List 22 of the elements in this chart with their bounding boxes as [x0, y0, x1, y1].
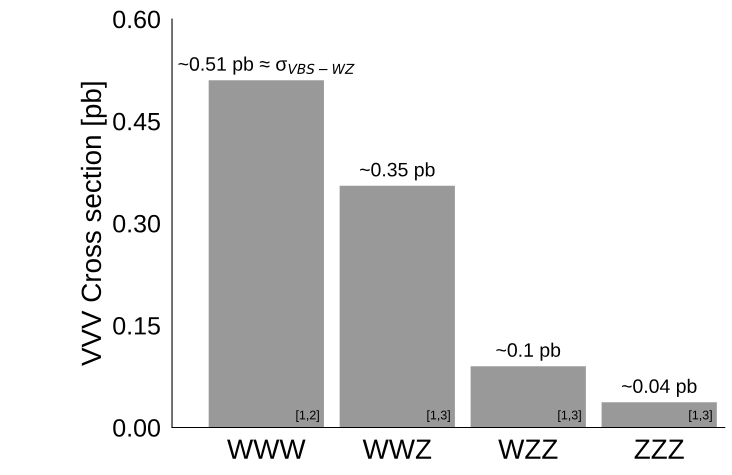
- y-axis-title: VVV Cross section [pb]: [80, 82, 107, 366]
- x-tick-label: ZZZ: [634, 440, 684, 459]
- data-label: ~0.1 pb: [496, 342, 560, 361]
- x-tick-label: WWW: [227, 440, 306, 459]
- data-label: ~0.04 pb: [622, 378, 696, 397]
- data-label: ~0.51 pb ≈ σ$_{VBS−WZ}$: [178, 56, 355, 75]
- y-tick-label: 0.45: [113, 112, 160, 130]
- y-tick-label: 0.00: [113, 419, 160, 437]
- annotation: [1,2]: [296, 410, 319, 422]
- annotation: [1,3]: [558, 410, 581, 422]
- bar: [208, 80, 324, 428]
- data-label: ~0.35 pb: [360, 162, 435, 180]
- bar: [470, 366, 586, 428]
- x-tick-label: WWZ: [362, 440, 432, 459]
- bar: [602, 402, 717, 428]
- annotation: [1,3]: [689, 410, 712, 422]
- y-tick-label: 0.30: [113, 214, 160, 233]
- bar: [340, 186, 455, 428]
- x-tick-label: WZZ: [498, 440, 558, 459]
- annotation: [1,3]: [427, 410, 450, 422]
- y-tick-label: 0.60: [113, 10, 160, 28]
- y-tick-label: 0.15: [113, 316, 160, 335]
